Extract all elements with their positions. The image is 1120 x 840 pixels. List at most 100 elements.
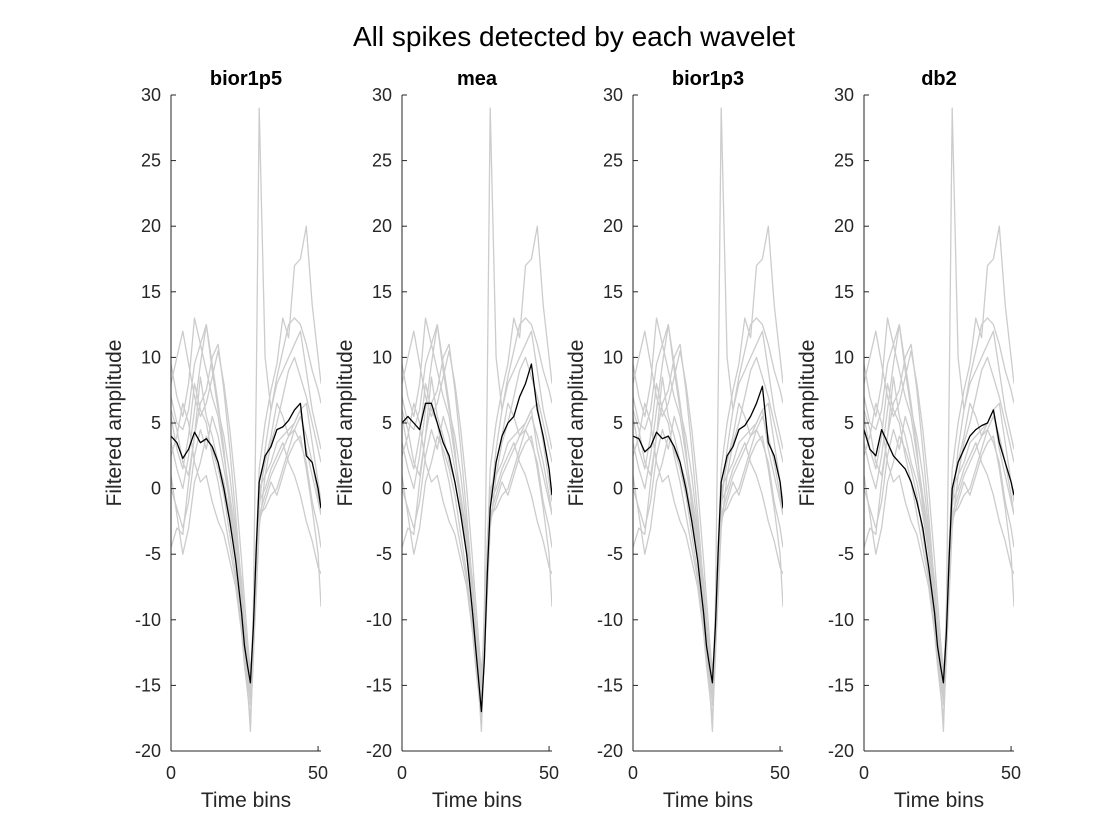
subplot-title: bior1p5 (210, 68, 282, 90)
y-tick-label: 30 (141, 85, 161, 105)
y-tick-label: 30 (372, 85, 392, 105)
y-tick-label: -5 (376, 544, 392, 564)
x-axis-label: Time bins (201, 789, 291, 812)
spike-trace-8 (633, 382, 783, 700)
y-tick-label: 30 (603, 85, 623, 105)
mean-spike-trace (864, 409, 1014, 684)
subplot-3: -20 -15 -10 -5 0 5 10 15 20 25 30 0 50 bior1p3 Time bi… (565, 68, 790, 812)
spike-trace-2 (633, 107, 783, 700)
spike-trace-9 (402, 415, 552, 693)
y-tick-label: 5 (613, 413, 623, 433)
y-tick-label: -20 (597, 741, 623, 761)
y-tick-label: -20 (366, 741, 392, 761)
subplot-title: bior1p3 (672, 68, 744, 90)
spike-trace-3 (864, 435, 1014, 732)
spike-trace-9 (633, 415, 783, 693)
y-tick-label: 0 (382, 479, 392, 499)
y-tick-label: -15 (828, 675, 854, 695)
spike-trace-8 (171, 382, 321, 700)
spike-trace-9 (864, 415, 1014, 693)
mean-spike-trace (402, 363, 552, 713)
spike-trace-5 (402, 402, 552, 719)
y-tick-label: -15 (366, 675, 392, 695)
y-tick-label: 0 (844, 479, 854, 499)
y-tick-label: -15 (597, 675, 623, 695)
x-tick-label: 0 (397, 763, 407, 783)
y-tick-label: -15 (135, 675, 161, 695)
spike-trace-10 (633, 343, 783, 687)
spike-trace-5 (171, 402, 321, 719)
y-tick-label: 10 (834, 347, 854, 367)
y-tick-label: -20 (135, 741, 161, 761)
y-tick-label: 25 (603, 151, 623, 171)
y-tick-label: 20 (603, 216, 623, 236)
y-tick-label: 30 (834, 85, 854, 105)
x-tick-label: 50 (539, 763, 559, 783)
spike-trace-5 (633, 402, 783, 719)
spike-trace-3 (402, 435, 552, 732)
y-tick-label: 25 (372, 151, 392, 171)
y-tick-label: 0 (151, 479, 161, 499)
x-tick-label: 50 (308, 763, 328, 783)
y-tick-label: -10 (135, 610, 161, 630)
spike-trace-6 (633, 317, 783, 673)
spike-trace-10 (402, 343, 552, 687)
spike-trace-3 (633, 435, 783, 732)
subplot-1: -20 -15 -10 -5 0 5 10 15 20 25 30 0 50 bior1p5 Time bi… (103, 68, 328, 812)
y-tick-label: -5 (607, 544, 623, 564)
figure-title: All spikes detected by each wavelet (353, 21, 795, 52)
x-tick-label: 50 (770, 763, 790, 783)
x-axis-label: Time bins (894, 789, 984, 812)
y-tick-label: -20 (828, 741, 854, 761)
y-tick-label: -5 (145, 544, 161, 564)
mean-spike-trace (171, 402, 321, 684)
y-axis-label: Filtered amplitude (103, 340, 126, 507)
y-tick-label: -10 (828, 610, 854, 630)
spike-trace-6 (864, 317, 1014, 673)
subplot-4: -20 -15 -10 -5 0 5 10 15 20 25 30 0 50 db2 Time bins Fi… (796, 68, 1021, 812)
y-axis-label: Filtered amplitude (796, 340, 819, 507)
y-tick-label: 5 (151, 413, 161, 433)
subplot-title: db2 (921, 68, 957, 90)
trace-group (633, 107, 783, 732)
y-tick-label: 25 (141, 151, 161, 171)
y-tick-label: 25 (834, 151, 854, 171)
trace-group (171, 107, 321, 732)
mean-spike-trace (633, 385, 783, 684)
y-tick-label: 10 (141, 347, 161, 367)
y-tick-label: 10 (372, 347, 392, 367)
y-tick-label: 15 (141, 282, 161, 302)
spike-trace-10 (864, 343, 1014, 687)
trace-group (402, 107, 552, 732)
x-tick-label: 0 (859, 763, 869, 783)
x-axis-label: Time bins (663, 789, 753, 812)
y-tick-label: 15 (834, 282, 854, 302)
subplot-2: -20 -15 -10 -5 0 5 10 15 20 25 30 0 50 mea Time bins Fi… (334, 68, 559, 812)
x-tick-label: 0 (628, 763, 638, 783)
y-tick-label: 20 (372, 216, 392, 236)
y-tick-label: 5 (382, 413, 392, 433)
y-tick-label: -5 (838, 544, 854, 564)
x-tick-label: 0 (166, 763, 176, 783)
spike-trace-2 (402, 107, 552, 700)
y-tick-label: 20 (834, 216, 854, 236)
y-tick-label: 5 (844, 413, 854, 433)
y-tick-label: 15 (372, 282, 392, 302)
spike-trace-2 (864, 107, 1014, 700)
spike-trace-3 (171, 435, 321, 732)
trace-group (864, 107, 1014, 732)
spike-trace-5 (864, 402, 1014, 719)
y-tick-label: -10 (597, 610, 623, 630)
x-axis-label: Time bins (432, 789, 522, 812)
spike-trace-10 (171, 343, 321, 687)
spike-trace-9 (171, 415, 321, 693)
y-tick-label: 15 (603, 282, 623, 302)
x-tick-label: 50 (1001, 763, 1021, 783)
spike-trace-6 (402, 317, 552, 673)
y-tick-label: 0 (613, 479, 623, 499)
y-axis-label: Filtered amplitude (334, 340, 357, 507)
spike-trace-2 (171, 107, 321, 700)
y-tick-label: -10 (366, 610, 392, 630)
